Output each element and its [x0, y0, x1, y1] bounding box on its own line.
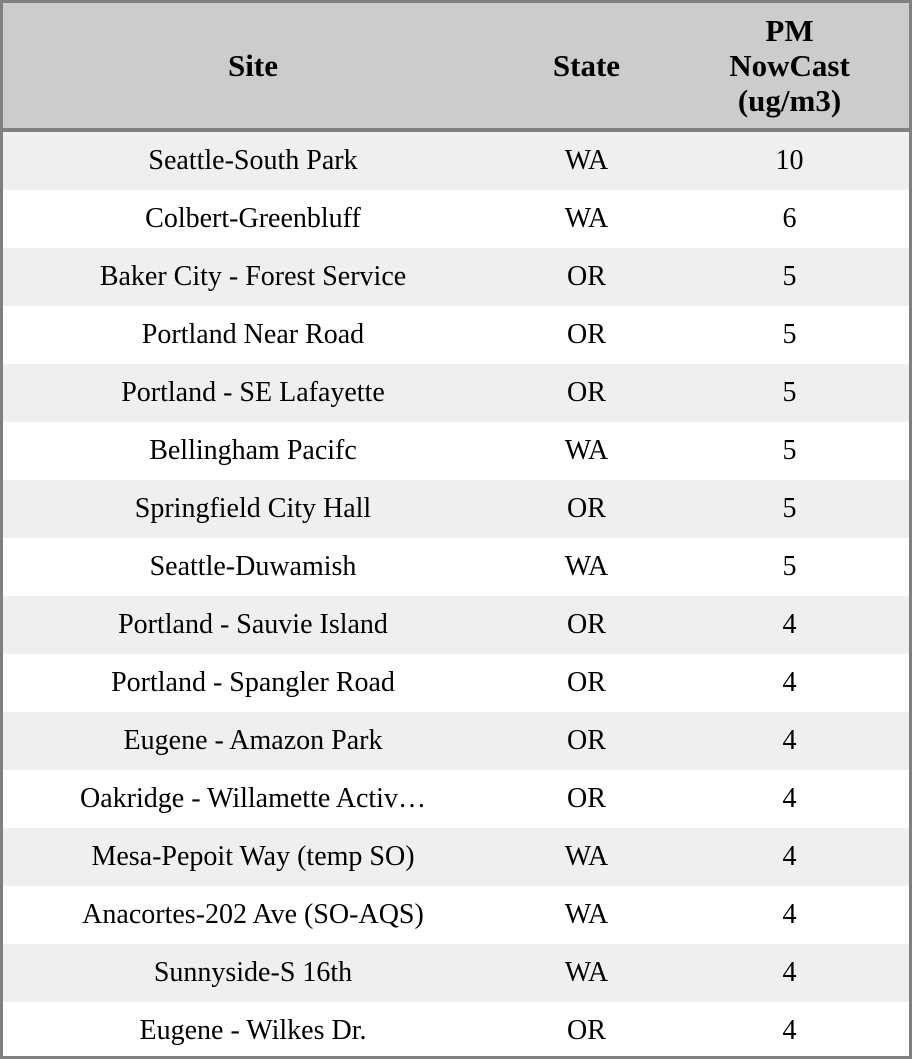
- cell-pm-nowcast: 5: [782, 434, 797, 466]
- cell-state: WA: [564, 202, 609, 234]
- cell-state: OR: [567, 1014, 606, 1046]
- cell-pm-nowcast: 4: [782, 1014, 797, 1046]
- table-row[interactable]: Colbert-Greenbluff WA 6: [3, 190, 909, 248]
- cell-site: Colbert-Greenbluff: [145, 202, 361, 234]
- column-header-state[interactable]: State: [503, 3, 670, 132]
- cell-site: Portland - SE Lafayette: [121, 376, 385, 408]
- column-header-pm-nowcast[interactable]: PM NowCast (ug/m3): [670, 3, 909, 132]
- cell-site: Mesa-Pepoit Way (temp SO): [91, 840, 415, 872]
- cell-pm-nowcast: 4: [782, 840, 797, 872]
- table-row[interactable]: Seattle-South Park WA 10: [3, 130, 909, 190]
- cell-state: WA: [564, 956, 609, 988]
- cell-state: OR: [567, 376, 606, 408]
- cell-pm-nowcast: 4: [782, 898, 797, 930]
- cell-site: Portland - Sauvie Island: [118, 608, 388, 640]
- cell-site: Sunnyside-S 16th: [153, 956, 353, 988]
- table-row[interactable]: Portland - Spangler Road OR 4: [3, 654, 909, 712]
- cell-pm-nowcast: 5: [782, 376, 797, 408]
- table-body: Seattle-South Park WA 10 Colbert-Greenbluff…: [3, 130, 909, 1056]
- cell-site: Seattle-Duwamish: [149, 550, 357, 582]
- cell-state: OR: [567, 724, 606, 756]
- cell-site: Portland Near Road: [141, 318, 365, 350]
- cell-state: OR: [567, 260, 606, 292]
- table-row[interactable]: Baker City - Forest Service OR 5: [3, 248, 909, 306]
- cell-pm-nowcast: 5: [782, 492, 797, 524]
- cell-pm-nowcast: 6: [782, 202, 797, 234]
- cell-state: OR: [567, 318, 606, 350]
- cell-pm-nowcast: 4: [782, 782, 797, 814]
- cell-site: Baker City - Forest Service: [99, 260, 407, 292]
- table-row[interactable]: Portland - Sauvie Island OR 4: [3, 596, 909, 654]
- cell-pm-nowcast: 5: [782, 550, 797, 582]
- air-quality-table: Site State PM NowCast (ug/m3) Seattle-So…: [3, 3, 909, 1056]
- table-row[interactable]: Eugene - Amazon Park OR 4: [3, 712, 909, 770]
- table-row[interactable]: Portland - SE Lafayette OR 5: [3, 364, 909, 422]
- column-header-site[interactable]: Site: [3, 3, 503, 132]
- cell-state: OR: [567, 492, 606, 524]
- table-row[interactable]: Seattle-Duwamish WA 5: [3, 538, 909, 596]
- cell-site: Anacortes-202 Ave (SO-AQS): [82, 898, 424, 930]
- table-header: Site State PM NowCast (ug/m3): [3, 3, 909, 132]
- cell-state: OR: [567, 608, 606, 640]
- cell-site: Springfield City Hall: [134, 492, 372, 524]
- cell-site: Portland - Spangler Road: [111, 666, 395, 698]
- table-row[interactable]: Eugene - Wilkes Dr. OR 4: [3, 1002, 909, 1056]
- cell-state: WA: [564, 434, 609, 466]
- cell-site: Eugene - Amazon Park: [123, 724, 383, 756]
- table-row[interactable]: Bellingham Pacifc WA 5: [3, 422, 909, 480]
- cell-pm-nowcast: 4: [782, 608, 797, 640]
- cell-state: WA: [564, 898, 609, 930]
- cell-site: Seattle-South Park: [148, 144, 358, 176]
- table-row[interactable]: Mesa-Pepoit Way (temp SO) WA 4: [3, 828, 909, 886]
- table-row[interactable]: Oakridge - Willamette Activ… OR 4: [3, 770, 909, 828]
- cell-pm-nowcast: 4: [782, 666, 797, 698]
- cell-state: WA: [564, 144, 609, 176]
- cell-state: WA: [564, 840, 609, 872]
- cell-pm-nowcast: 5: [782, 318, 797, 350]
- cell-state: OR: [567, 666, 606, 698]
- cell-pm-nowcast: 10: [775, 144, 804, 176]
- cell-state: WA: [564, 550, 609, 582]
- table-row[interactable]: Portland Near Road OR 5: [3, 306, 909, 364]
- cell-pm-nowcast: 5: [782, 260, 797, 292]
- table-header-row: Site State PM NowCast (ug/m3): [3, 3, 909, 132]
- cell-site: Bellingham Pacifc: [149, 434, 357, 466]
- table-row[interactable]: Springfield City Hall OR 5: [3, 480, 909, 538]
- cell-site: Eugene - Wilkes Dr.: [139, 1014, 367, 1046]
- table-row[interactable]: Sunnyside-S 16th WA 4: [3, 944, 909, 1002]
- cell-pm-nowcast: 4: [782, 956, 797, 988]
- cell-state: OR: [567, 782, 606, 814]
- cell-site: Oakridge - Willamette Activ…: [80, 782, 426, 814]
- cell-pm-nowcast: 4: [782, 724, 797, 756]
- table-row[interactable]: Anacortes-202 Ave (SO-AQS) WA 4: [3, 886, 909, 944]
